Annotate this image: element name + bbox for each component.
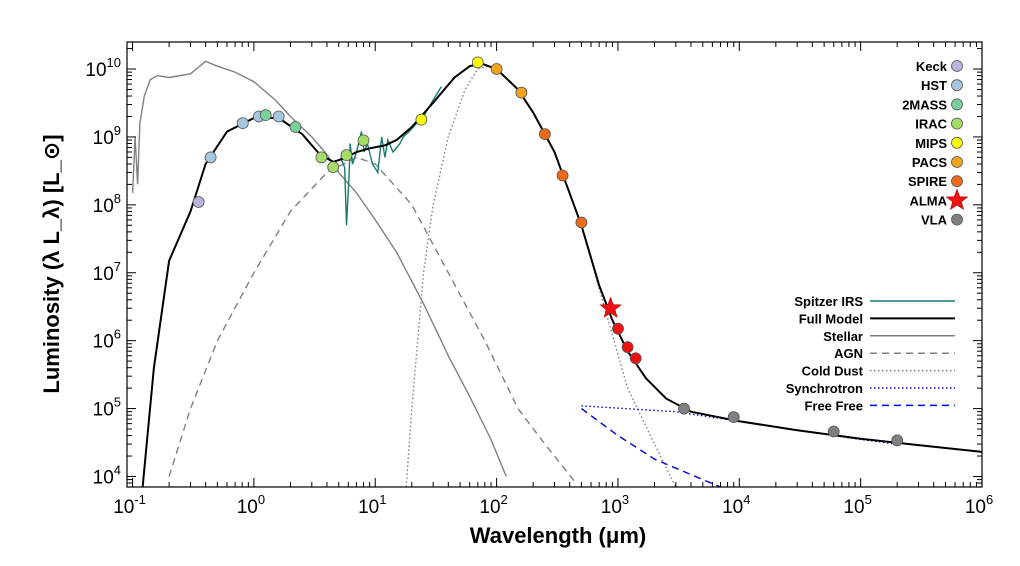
legend-marker-spire	[951, 175, 963, 188]
series-layer	[131, 60, 982, 487]
y-tick-label: 104	[93, 462, 121, 488]
series-line-agn	[168, 156, 577, 484]
data-point-2mass	[289, 121, 302, 133]
data-point-vla	[891, 434, 904, 447]
series-line-free-free	[580, 408, 721, 487]
x-tick-label: 104	[722, 492, 750, 518]
data-point-irac	[315, 151, 328, 164]
legend-label-mips: MIPS	[915, 136, 947, 151]
series-line-stellar	[131, 60, 507, 477]
data-point-spire	[556, 169, 569, 182]
data-point-hst	[272, 110, 285, 123]
legend-label-hst: HST	[921, 78, 947, 93]
legend-marker-pacs	[951, 156, 963, 168]
legend-label-pacs: PACS	[912, 155, 947, 170]
legend-label-agn: AGN	[834, 346, 863, 361]
data-point-mips	[415, 113, 428, 126]
legend-label-spire: SPIRE	[908, 174, 947, 189]
series-line-full-model	[141, 62, 982, 487]
legend-marker-keck	[951, 60, 963, 72]
data-point-spire	[575, 216, 588, 229]
legend-label-cold-dust: Cold Dust	[802, 364, 864, 379]
data-point-2mass	[259, 109, 272, 121]
data-point-pacs	[515, 86, 528, 99]
data-point-alma	[612, 322, 624, 335]
data-point-spire	[539, 128, 551, 141]
legend-marker-irac	[951, 117, 963, 130]
x-tick-label: 100	[237, 492, 265, 518]
y-tick-label: 108	[93, 191, 121, 217]
legend-label-irac: IRAC	[915, 117, 947, 132]
x-tick-label: 103	[601, 492, 629, 518]
legend-marker-alma	[945, 188, 969, 210]
data-point-irac	[357, 134, 370, 147]
data-point-pacs	[490, 63, 503, 75]
plot-frame	[126, 41, 983, 488]
x-tick-label: 106	[965, 492, 993, 518]
series-line-spitzer-irs	[340, 86, 442, 226]
legend-label-synchrotron: Synchrotron	[786, 381, 863, 396]
data-point-irac	[340, 149, 353, 162]
legend-label-vla: VLA	[921, 213, 948, 228]
legend-label-full-model: Full Model	[799, 311, 863, 326]
data-point-hst	[236, 117, 249, 129]
legend-label-keck: Keck	[916, 59, 948, 74]
data-point-alma	[621, 341, 634, 354]
data-point-alma	[629, 352, 642, 365]
data-point-mips	[471, 56, 484, 69]
x-tick-label: 10-1	[113, 492, 146, 518]
legend-label-stellar: Stellar	[823, 329, 863, 344]
data-point-keck	[192, 196, 205, 208]
legend-label-alma: ALMA	[909, 193, 947, 208]
y-tick-label: 106	[93, 327, 121, 353]
data-point-vla	[727, 411, 740, 424]
y-tick-label: 109	[93, 123, 121, 149]
legend-label-2mass: 2MASS	[902, 97, 947, 112]
legend-layer: Keck HST 2MASS IRAC MIPS PACS SPIRE ALMA VLA Spit…	[786, 59, 969, 413]
y-tick-label: 105	[93, 395, 121, 421]
legend-label-spitzer-irs: Spitzer IRS	[794, 294, 863, 309]
y-axis-title: Luminosity (λ L_λ) [L_⊙]	[39, 134, 64, 393]
x-axis-title: Wavelength (μm)	[470, 523, 646, 548]
data-point-vla	[827, 425, 840, 438]
marker-layer	[192, 56, 904, 447]
tick-layer: 10-1 100 101 102 103 104 105 106 104 105 106 107 108…	[85, 42, 993, 518]
legend-marker-mips	[951, 136, 963, 149]
x-tick-label: 105	[843, 492, 871, 518]
legend-marker-vla	[951, 213, 963, 226]
legend-label-free-free: Free Free	[804, 398, 863, 413]
y-tick-label: 1010	[85, 55, 121, 81]
series-line-cold-dust	[405, 65, 677, 487]
data-point-hst	[204, 151, 217, 164]
legend-marker-2mass	[951, 98, 963, 111]
data-point-irac	[327, 161, 340, 174]
y-tick-label: 107	[93, 259, 121, 285]
x-tick-label: 102	[479, 492, 507, 518]
x-tick-label: 101	[358, 492, 386, 518]
data-point-vla	[678, 402, 690, 415]
data-point-alma	[599, 296, 622, 318]
legend-marker-hst	[951, 79, 963, 92]
